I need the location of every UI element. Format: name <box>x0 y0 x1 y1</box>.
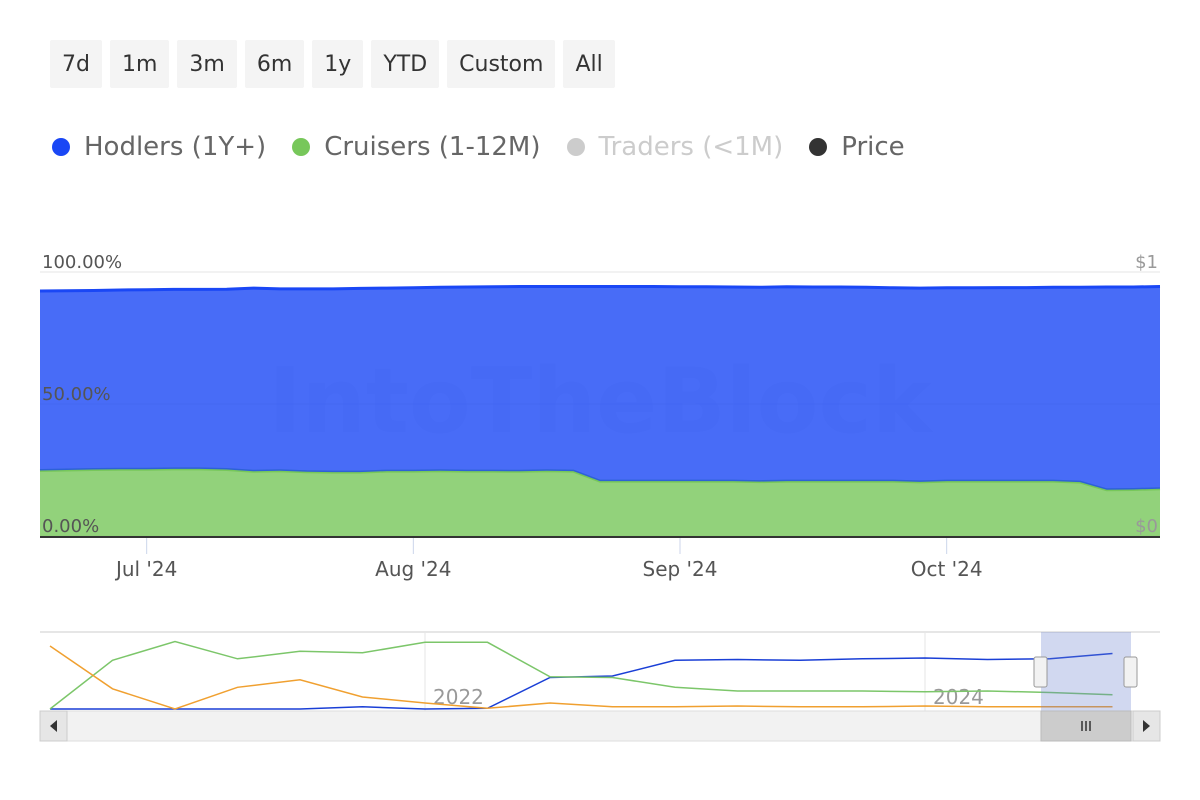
navigator-label: 2024 <box>933 685 984 709</box>
range-button[interactable]: 6m <box>244 40 305 88</box>
range-button[interactable]: 7d <box>50 40 102 88</box>
area-fill <box>40 286 1160 490</box>
y-tick-label: 0.00% <box>42 516 99 537</box>
legend-label: Traders (<1M) <box>598 132 784 162</box>
thumb-grip <box>1081 721 1091 731</box>
legend-label: Price <box>841 132 905 162</box>
scrollbar-track <box>39 710 1161 742</box>
legend: Hodlers (1Y+) Cruisers (1-12M) Traders (<1… <box>52 132 905 162</box>
y-tick-label: 50.00% <box>42 384 111 405</box>
legend-item[interactable]: Cruisers (1-12M) <box>292 132 541 162</box>
area-line <box>39 285 1161 293</box>
range-button[interactable]: Custom <box>447 40 556 88</box>
legend-marker <box>566 138 585 156</box>
range-button[interactable]: 3m <box>177 40 237 88</box>
range-button[interactable]: 1m <box>109 40 170 88</box>
legend-marker <box>809 138 828 156</box>
y2-tick-label: $1 <box>1135 252 1158 273</box>
legend-marker <box>292 138 311 156</box>
line <box>49 645 1113 710</box>
x-tick-label: Oct '24 <box>911 557 983 581</box>
y-tick-label: 100.00% <box>42 252 122 273</box>
area-fill <box>40 468 1160 536</box>
y2-tick-label: $0 <box>1135 516 1158 537</box>
navigator-selection <box>1041 632 1131 711</box>
legend-label: Hodlers (1Y+) <box>84 132 267 162</box>
scroll-arrow <box>50 720 57 732</box>
range-button[interactable]: 1y <box>312 40 364 88</box>
range-button[interactable]: All <box>563 40 615 88</box>
x-tick-label: Aug '24 <box>375 557 451 581</box>
legend-item[interactable]: Hodlers (1Y+) <box>52 132 266 162</box>
legend-item[interactable]: Price <box>809 132 905 162</box>
range-selector: 7d 1m 3m 6m 1y YTD Custom All <box>50 40 615 88</box>
scroll-arrow <box>1143 720 1150 732</box>
legend-marker <box>52 138 70 156</box>
legend-item[interactable]: Traders (<1M) <box>566 132 784 162</box>
range-button[interactable]: YTD <box>371 40 440 88</box>
line <box>49 640 1113 710</box>
navigator-handle[interactable] <box>1033 656 1048 688</box>
x-tick-label: Sep '24 <box>643 557 718 581</box>
x-tick-label: Jul '24 <box>114 557 177 581</box>
legend-label: Cruisers (1-12M) <box>324 132 541 162</box>
navigator-handle[interactable] <box>1123 656 1138 688</box>
